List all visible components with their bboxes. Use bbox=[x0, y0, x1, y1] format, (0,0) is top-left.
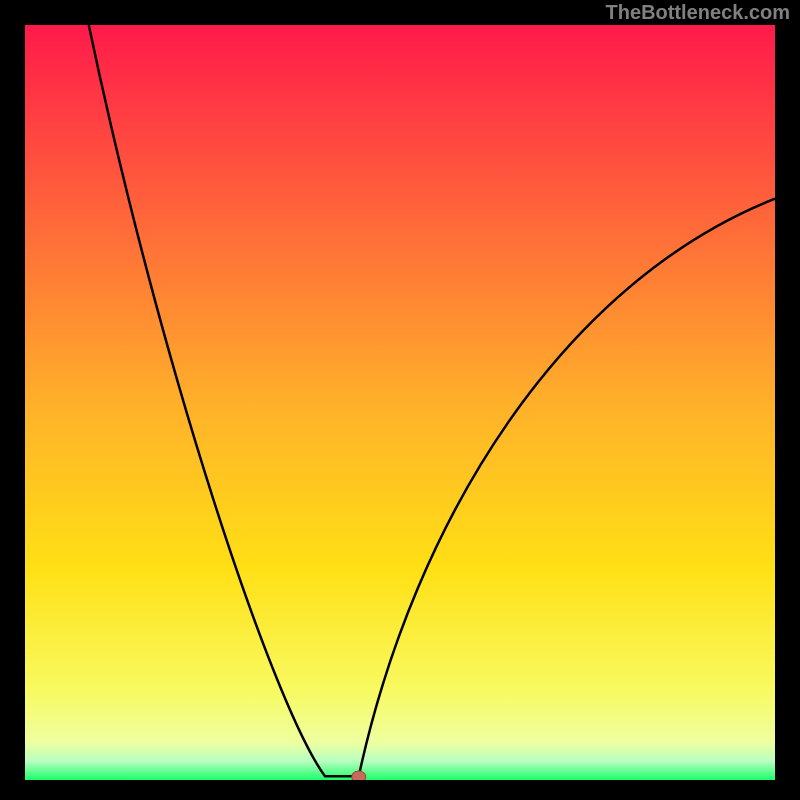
watermark-text: TheBottleneck.com bbox=[606, 2, 790, 25]
chart-svg bbox=[25, 25, 775, 780]
chart-plot-area bbox=[25, 25, 775, 780]
minimum-marker bbox=[352, 771, 366, 780]
bottleneck-curve bbox=[89, 25, 775, 776]
